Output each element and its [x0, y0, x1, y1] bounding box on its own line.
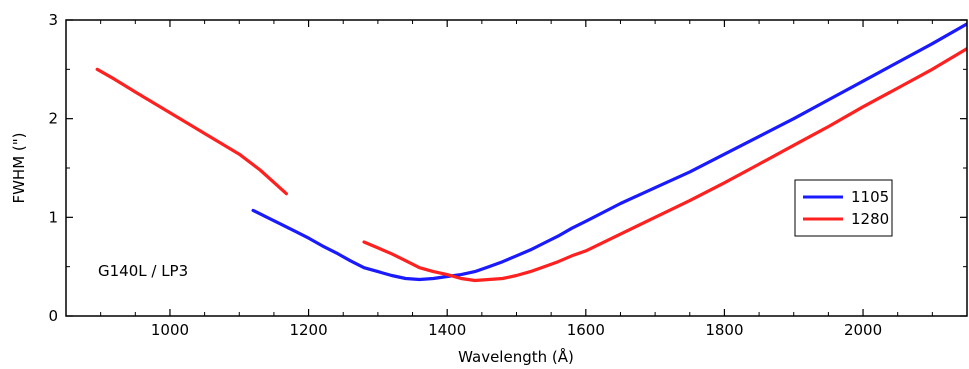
x-tick-label: 1000: [151, 321, 189, 339]
y-axis: 0 1 2 3: [48, 11, 967, 325]
legend-label-1280: 1280: [851, 210, 889, 228]
plot-frame: [65, 19, 968, 317]
y-tick-label: 3: [48, 11, 58, 29]
x-axis-label: Wavelength (Å): [458, 347, 574, 366]
x-tick-label: 1800: [705, 321, 743, 339]
series-layer: [95, 22, 967, 283]
x-axis: 1000 1200 1400 1600 1800 2000: [100, 20, 968, 339]
x-tick-label: 1200: [289, 321, 327, 339]
legend-label-1105: 1105: [851, 188, 889, 206]
y-tick-label: 1: [48, 208, 58, 226]
y-tick-label: 0: [48, 307, 58, 325]
series-line-1105: [251, 22, 967, 282]
x-tick-label: 1400: [428, 321, 466, 339]
x-tick-label: 1600: [567, 321, 605, 339]
x-tick-label: 2000: [844, 321, 882, 339]
series-line-1280: [362, 47, 967, 283]
y-axis-label: FWHM ("): [10, 132, 28, 203]
panel-annotation: G140L / LP3: [98, 262, 188, 280]
series-line-1280: [95, 67, 288, 196]
legend-box: [794, 179, 893, 237]
y-tick-label: 2: [48, 110, 58, 128]
legend: 1105 1280: [794, 179, 893, 237]
